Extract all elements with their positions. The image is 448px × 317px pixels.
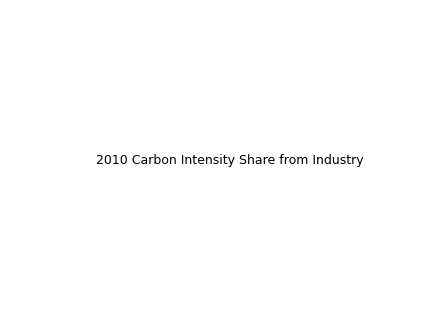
Text: 2010 Carbon Intensity Share from Industry: 2010 Carbon Intensity Share from Industr… xyxy=(96,153,363,167)
